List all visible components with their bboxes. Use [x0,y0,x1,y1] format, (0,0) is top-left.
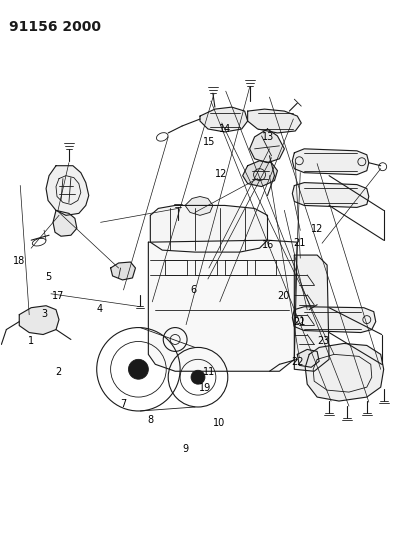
Polygon shape [292,149,369,175]
Polygon shape [200,107,248,132]
Polygon shape [294,255,329,372]
Text: 8: 8 [147,415,154,425]
Polygon shape [149,240,297,372]
Text: 91156 2000: 91156 2000 [9,20,102,34]
Polygon shape [185,197,213,215]
Text: 19: 19 [199,383,211,393]
Text: 12: 12 [215,169,227,179]
Polygon shape [305,343,384,401]
Text: 4: 4 [96,304,103,314]
Text: 2: 2 [55,367,61,377]
Polygon shape [111,262,135,280]
Polygon shape [243,161,277,187]
Polygon shape [248,109,301,133]
Text: 3: 3 [41,309,47,319]
Text: 20: 20 [278,290,290,301]
Polygon shape [292,183,369,207]
Circle shape [191,370,205,384]
Polygon shape [297,350,319,367]
Text: 16: 16 [262,240,274,251]
Text: 1: 1 [28,336,34,345]
Text: 22: 22 [291,357,304,367]
Text: 21: 21 [293,238,306,248]
Text: 11: 11 [203,367,215,377]
Text: 9: 9 [182,444,189,454]
Polygon shape [46,166,89,215]
Text: 17: 17 [52,290,64,301]
Polygon shape [250,129,284,163]
Polygon shape [150,205,267,252]
Text: 18: 18 [13,256,25,266]
Text: 12: 12 [311,224,324,235]
Text: 14: 14 [219,124,231,134]
Text: 5: 5 [45,272,52,282]
Text: 23: 23 [317,336,329,345]
Text: 21: 21 [293,317,306,327]
Text: 15: 15 [203,137,215,147]
Text: 7: 7 [120,399,126,409]
Text: 13: 13 [262,132,274,142]
Text: 10: 10 [213,418,225,427]
Polygon shape [19,306,59,335]
Circle shape [128,359,149,379]
Polygon shape [53,211,77,236]
Polygon shape [292,306,376,333]
Text: 6: 6 [190,285,197,295]
